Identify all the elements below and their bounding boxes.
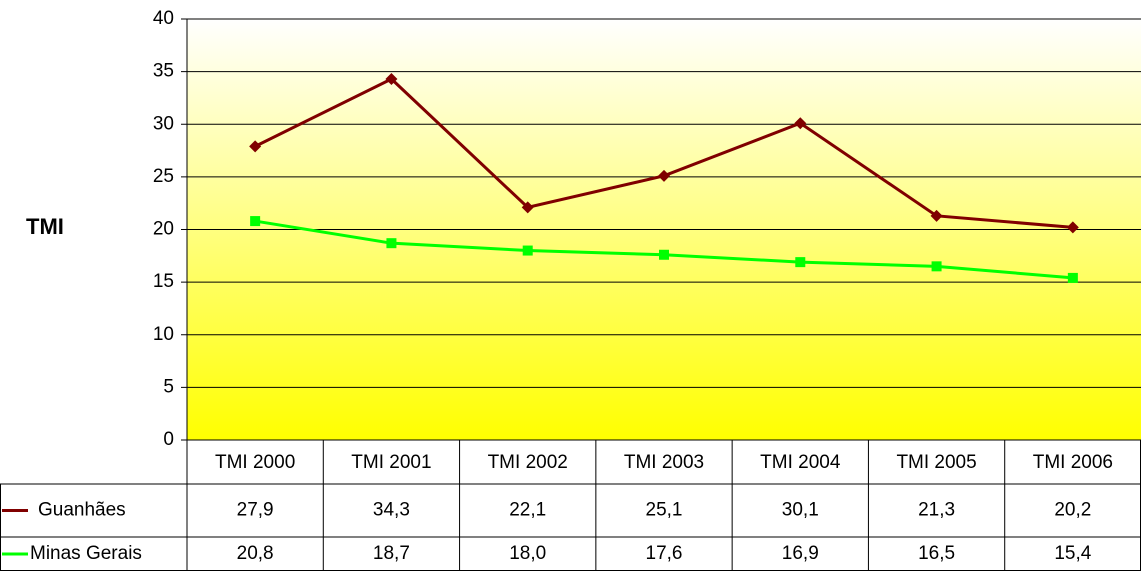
y-tick-label: 20	[153, 219, 174, 240]
table-value: 30,1	[782, 500, 819, 521]
marker	[930, 209, 943, 222]
x-tick-label: TMI 2004	[760, 452, 841, 473]
y-tick-label: 5	[163, 376, 174, 397]
x-tick-label: TMI 2003	[624, 452, 704, 473]
marker	[794, 117, 807, 130]
y-axis-label: TMI	[26, 214, 64, 239]
y-tick-label: 40	[153, 8, 174, 29]
y-tick-label: 30	[153, 113, 174, 134]
marker	[522, 245, 533, 256]
marker	[385, 72, 398, 85]
marker	[659, 249, 669, 260]
y-tick-label: 25	[153, 166, 174, 187]
table-value: 18,7	[373, 543, 410, 564]
y-tick-label: 35	[153, 61, 174, 82]
table-value: 16,5	[918, 543, 955, 564]
marker	[931, 261, 942, 272]
x-tick-label: TMI 2001	[351, 452, 431, 473]
x-tick-label: TMI 2006	[1033, 452, 1113, 473]
y-tick-label: 10	[153, 324, 174, 345]
table-value: 18,0	[509, 543, 546, 564]
x-tick-label: TMI 2005	[896, 452, 976, 473]
x-tick-label: TMI 2000	[215, 452, 295, 473]
table-value: 16,9	[782, 543, 819, 564]
y-tick-label: 0	[163, 429, 174, 450]
table-value: 20,8	[237, 543, 274, 564]
marker	[521, 201, 534, 214]
table-value: 20,2	[1054, 500, 1091, 521]
legend-label: Minas Gerais	[30, 543, 142, 564]
y-tick-label: 15	[153, 271, 174, 292]
legend-label: Guanhães	[38, 500, 126, 521]
table-value: 25,1	[646, 500, 683, 521]
marker	[250, 216, 261, 227]
marker	[795, 257, 806, 268]
table-value: 15,4	[1054, 543, 1091, 564]
marker	[658, 169, 670, 182]
marker	[1067, 272, 1078, 283]
table-value: 17,6	[646, 543, 683, 564]
table-value: 22,1	[509, 500, 546, 521]
marker	[386, 238, 397, 249]
table-value: 27,9	[237, 500, 274, 521]
marker	[249, 140, 262, 153]
table-value: 34,3	[373, 500, 410, 521]
marker	[1066, 221, 1079, 234]
table-value: 21,3	[918, 500, 955, 521]
x-tick-label: TMI 2002	[488, 452, 568, 473]
